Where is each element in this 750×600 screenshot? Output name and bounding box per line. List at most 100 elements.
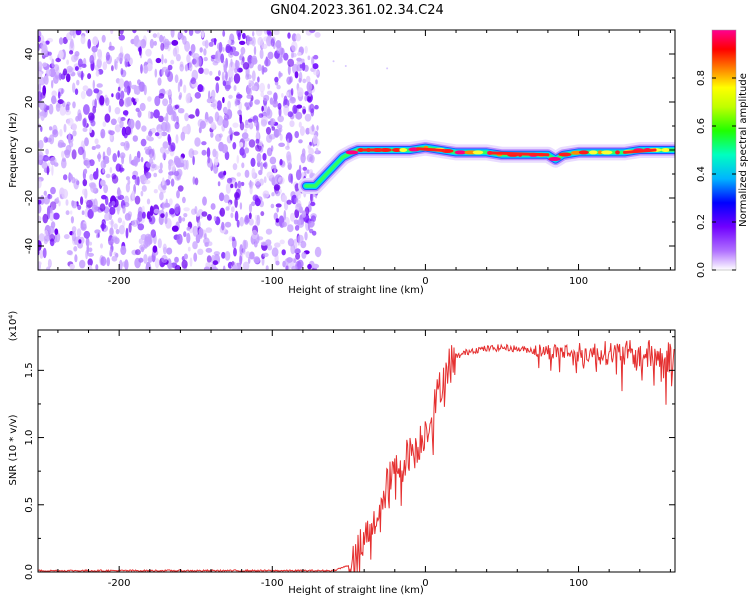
heatmap-noise-cell	[236, 94, 243, 99]
heatmap-noise-cell	[133, 155, 139, 167]
heatmap-noise-cell	[277, 176, 285, 185]
heatmap-noise-cell	[227, 39, 232, 45]
heatmap-noise-cell	[78, 239, 82, 244]
heatmap-noise-cell	[262, 67, 268, 73]
heatmap-noise-cell	[161, 201, 165, 211]
heatmap-noise-cell	[234, 197, 238, 208]
heatmap-noise-cell	[66, 59, 69, 65]
snr-panel: -200 -100 0 100 0.0 0.5 1.0 1.5 Height of strai…	[8, 311, 676, 596]
heatmap-noise-cell	[165, 41, 172, 46]
heatmap-noise-cell	[85, 250, 88, 260]
heatmap-noise-cell	[46, 165, 50, 176]
heatmap-noise-cell	[55, 57, 61, 63]
heatmap-noise-cell	[42, 247, 47, 259]
heatmap-noise-cell	[170, 59, 175, 65]
heatmap-noise-cell	[299, 64, 303, 69]
heatmap-noise-cell	[300, 153, 306, 164]
heatmap-noise-cell	[98, 52, 103, 61]
heatmap-noise-cell	[146, 135, 149, 141]
heatmap-noise-cell	[260, 91, 265, 98]
heatmap-noise-cell	[159, 191, 164, 201]
heatmap-noise-cell	[162, 152, 167, 160]
heatmap-noise-cell	[312, 134, 318, 145]
heatmap-noise-cell	[278, 142, 285, 147]
heatmap-noise-cell	[286, 199, 292, 205]
heatmap-noise-cell	[151, 164, 156, 169]
heatmap-noise-cell	[294, 131, 300, 139]
heatmap-noise-cell	[152, 245, 158, 253]
heatmap-noise-cell	[38, 109, 41, 119]
heatmap-noise-cell	[244, 102, 249, 108]
heatmap-noise-cell	[120, 90, 125, 100]
heatmap-noise-cell	[71, 230, 77, 242]
heatmap-noise-cell	[104, 113, 111, 123]
heatmap-noise-cell	[72, 124, 77, 131]
heatmap-noise-cell	[141, 185, 147, 192]
heatmap-noise-cell	[118, 86, 121, 92]
heatmap-noise-cell	[250, 157, 256, 167]
heatmap-noise-cell	[131, 97, 135, 103]
heatmap-noise-cell	[260, 211, 265, 217]
heatmap-noise-cell	[183, 253, 188, 260]
heatmap-noise-cell	[43, 190, 47, 196]
heatmap-noise-cell	[190, 43, 196, 54]
heatmap-noise-cell	[111, 174, 119, 184]
heatmap-noise-cell	[241, 132, 249, 140]
heatmap-noise-cell	[38, 139, 44, 150]
heatmap-noise-cell	[128, 118, 135, 130]
heatmap-noise-cell	[242, 239, 247, 250]
snr-y-axis-label: SNR (10 * v/v)	[8, 414, 19, 485]
y-tick-label: 20	[24, 96, 35, 109]
ridge-hot-cell	[578, 150, 589, 155]
heatmap-noise-cell	[294, 248, 301, 255]
heatmap-noise-cell	[183, 84, 187, 94]
heatmap-noise-cell	[177, 81, 181, 93]
heatmap-noise-cell	[71, 201, 78, 209]
heatmap-noise-cell	[223, 170, 227, 176]
heatmap-noise-cell	[281, 249, 286, 256]
ridge-hot-cell	[391, 148, 402, 152]
heatmap-noise-cell	[87, 38, 91, 49]
heatmap-noise-cell	[94, 229, 101, 234]
heatmap-noise-cell	[298, 139, 303, 144]
heatmap-noise-cell	[135, 120, 141, 130]
heatmap-noise-cell	[222, 117, 229, 129]
heatmap-noise-cell	[72, 101, 76, 109]
heatmap-noise-cell	[81, 63, 87, 68]
heatmap-noise-cell	[38, 30, 42, 37]
x-tick-label: 100	[569, 276, 588, 287]
heatmap-noise-cell	[122, 205, 126, 214]
heatmap-noise-cell	[306, 95, 312, 102]
heatmap-noise-cell	[188, 148, 195, 159]
heatmap-noise-cell	[164, 58, 168, 64]
heatmap-noise-cell	[83, 230, 91, 239]
heatmap-noise-cell	[188, 114, 195, 119]
heatmap-noise-cell	[38, 35, 41, 42]
heatmap-noise-cell	[316, 125, 319, 131]
heatmap-noise-cell	[204, 39, 209, 49]
heatmap-noise-cell	[201, 211, 208, 217]
heatmap-noise-cell	[38, 204, 42, 214]
heatmap-noise-cell	[283, 104, 290, 116]
heatmap-noise-cell	[174, 203, 181, 215]
heatmap-noise-cell	[83, 168, 88, 175]
heatmap-noise-cell	[192, 176, 196, 185]
heatmap-noise-cell	[227, 100, 231, 110]
heatmap-noise-cell	[266, 106, 271, 116]
heatmap-noise-cell	[86, 88, 93, 97]
heatmap-noise-cell	[119, 30, 124, 35]
heatmap-noise-cell	[82, 188, 87, 196]
heatmap-noise-cell	[139, 244, 146, 251]
heatmap-noise-cell	[38, 199, 42, 205]
heatmap-noise-cell	[149, 38, 154, 49]
heatmap-noise-cell	[207, 156, 211, 164]
heatmap-noise-cell	[168, 171, 174, 176]
heatmap-noise-cell	[259, 48, 264, 60]
heatmap-noise-cell	[136, 150, 141, 160]
heatmap-noise-cell	[61, 188, 69, 199]
heatmap-noise-cell	[174, 74, 179, 84]
heatmap-noise-cell	[245, 251, 251, 259]
heatmap-noise-cell	[158, 115, 164, 123]
heatmap-noise-cell	[252, 31, 255, 37]
heatmap-noise-cell	[88, 247, 93, 253]
